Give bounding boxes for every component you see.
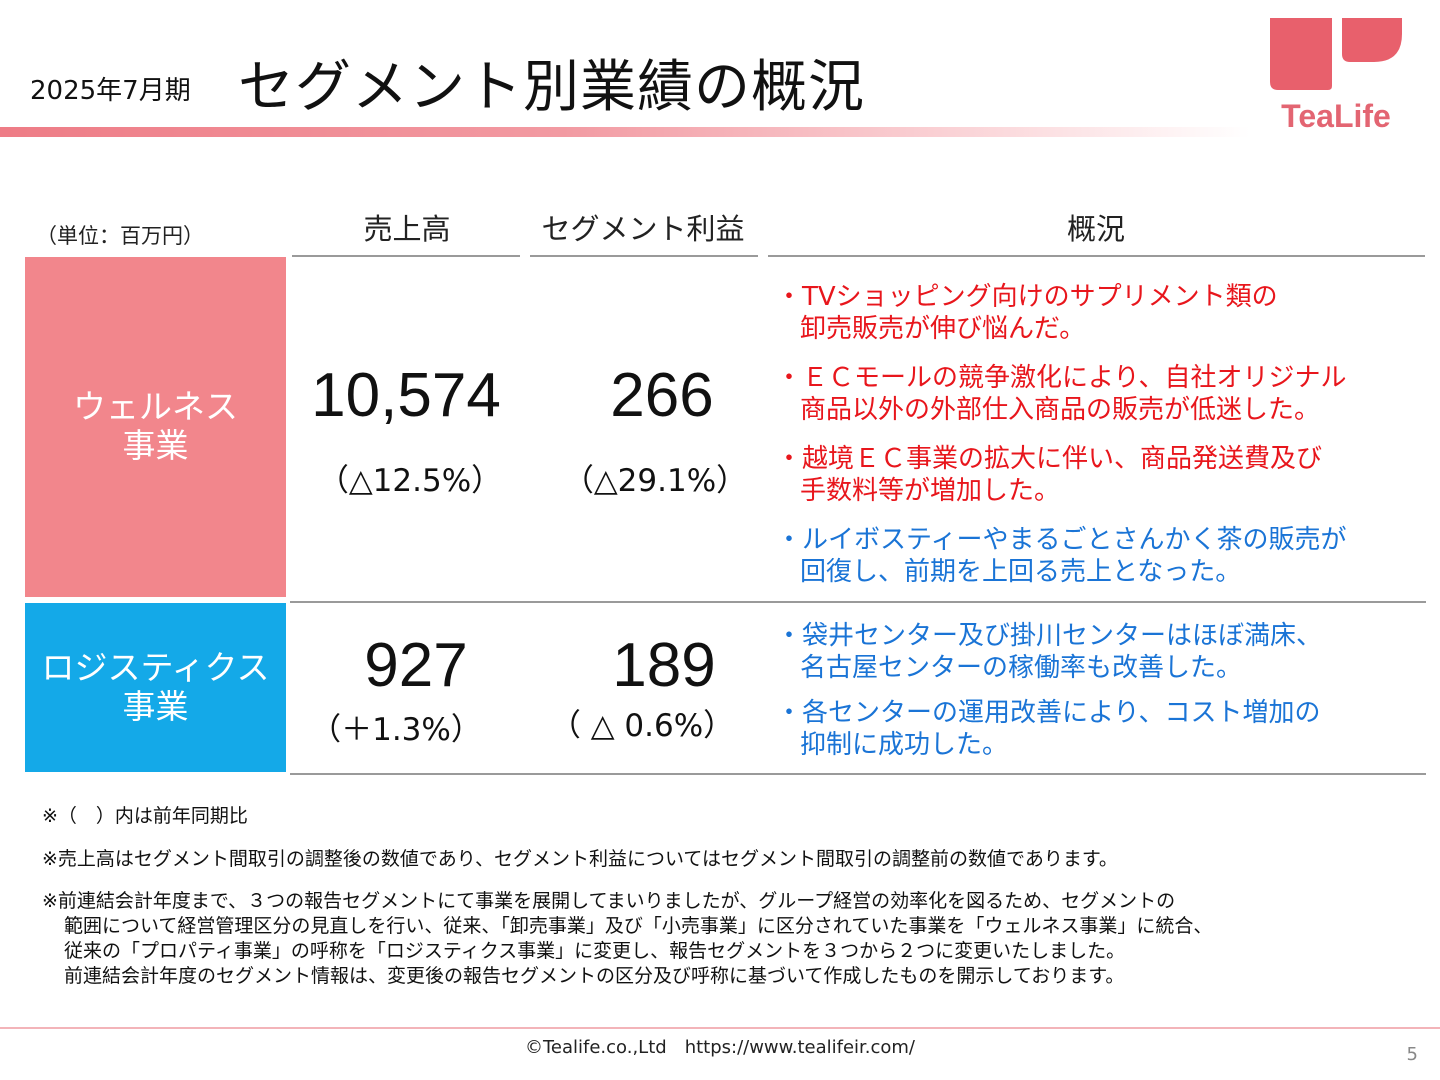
logo-wordmark: TeaLife xyxy=(1281,98,1391,134)
overview-bullet: ・ルイボスティーやまるごとさんかく茶の販売が 回復し、前期を上回る売上となった。 xyxy=(776,524,1346,588)
logistics-profit-change: （ △ 0.6%） xyxy=(549,708,735,744)
bullet-line: 抑制に成功した。 xyxy=(800,730,1009,760)
note-yoy: ※（ ）内は前年同期比 xyxy=(42,805,248,827)
column-header-profit: セグメント利益 xyxy=(541,212,745,246)
logo-mark-icon xyxy=(1270,18,1402,90)
bullet-line: ・TVショッピング向けのサプリメント類の xyxy=(776,282,1278,312)
note-line: 範囲について経営管理区分の見直しを行い、従来、「卸売事業」及び「小売事業」に区分… xyxy=(64,915,1213,937)
column-header-overview: 概況 xyxy=(1066,212,1125,246)
footer-divider xyxy=(0,1027,1440,1029)
note-sales-definition: ※売上高はセグメント間取引の調整後の数値であり、セグメント利益についてはセグメン… xyxy=(42,848,1118,870)
tealife-logo: TeaLife xyxy=(1268,18,1404,134)
wellness-sales-change: （△12.5%） xyxy=(317,463,503,499)
divider xyxy=(530,255,758,257)
segment-name-line2: 事業 xyxy=(122,686,189,726)
divider xyxy=(290,601,1426,603)
bullet-line: ・袋井センター及び掛川センターはほぼ満床、 xyxy=(776,621,1323,651)
period-label: 2025年7月期 xyxy=(30,76,191,106)
divider xyxy=(290,773,1426,775)
segment-name-line2: 事業 xyxy=(122,426,189,465)
bullet-line: 商品以外の外部仕入商品の販売が低迷した。 xyxy=(800,395,1321,425)
bullet-line: ・ルイボスティーやまるごとさんかく茶の販売が xyxy=(776,525,1347,555)
note-line: ※前連結会計年度まで、３つの報告セグメントにて事業を展開してまいりましたが、グル… xyxy=(42,890,1176,912)
column-header-sales: 売上高 xyxy=(363,212,451,246)
overview-bullet: ・TVショッピング向けのサプリメント類の 卸売販売が伸び悩んだ。 xyxy=(776,281,1278,345)
bullet-line: 回復し、前期を上回る売上となった。 xyxy=(800,557,1242,587)
overview-bullet: ・越境ＥＣ事業の拡大に伴い、商品発送費及び 手数料等が増加した。 xyxy=(776,443,1322,507)
wellness-profit-change: （△29.1%） xyxy=(562,463,748,499)
wellness-sales-value: 10,574 xyxy=(311,361,501,430)
note-segment-change: ※前連結会計年度まで、３つの報告セグメントにて事業を展開してまいりましたが、グル… xyxy=(42,889,1212,989)
segment-name-line1: ロジスティクス xyxy=(41,647,270,687)
note-line: 前連結会計年度のセグメント情報は、変更後の報告セグメントの区分及び呼称に基づいて… xyxy=(64,965,1125,987)
logistics-sales-value: 927 xyxy=(364,631,468,700)
footer-copyright: ©Tealife.co.,Ltd https://www.tealifeir.c… xyxy=(524,1037,916,1058)
note-line: 従来の「プロパティ事業」の呼称を「ロジスティクス事業」に変更し、報告セグメントを… xyxy=(64,940,1126,962)
unit-label: （単位：百万円） xyxy=(36,224,204,248)
page-title: セグメント別業績の概況 xyxy=(238,55,865,120)
overview-bullet: ・袋井センター及び掛川センターはほぼ満床、 名古屋センターの稼働率も改善した。 xyxy=(776,620,1322,684)
bullet-line: ・ＥＣモールの競争激化により、自社オリジナル xyxy=(776,363,1347,393)
bullet-line: ・各センターの運用改善により、コスト増加の xyxy=(776,698,1321,728)
header-accent-bar xyxy=(0,127,1250,137)
overview-bullet: ・各センターの運用改善により、コスト増加の 抑制に成功した。 xyxy=(776,697,1320,761)
divider xyxy=(768,255,1425,257)
bullet-line: 名古屋センターの稼働率も改善した。 xyxy=(800,653,1243,683)
page-number: 5 xyxy=(1406,1044,1418,1065)
segment-name-line1: ウェルネス xyxy=(73,387,238,427)
bullet-line: 手数料等が増加した。 xyxy=(800,476,1061,506)
wellness-profit-value: 266 xyxy=(610,361,714,430)
bullet-line: 卸売販売が伸び悩んだ。 xyxy=(800,314,1086,344)
segment-label-wellness: ウェルネス 事業 xyxy=(25,257,286,597)
logistics-sales-change: （＋1.3%） xyxy=(310,712,482,748)
divider xyxy=(292,255,520,257)
segment-label-logistics: ロジスティクス 事業 xyxy=(25,603,286,772)
logistics-profit-value: 189 xyxy=(612,631,716,700)
bullet-line: ・越境ＥＣ事業の拡大に伴い、商品発送費及び xyxy=(776,444,1323,474)
overview-bullet: ・ＥＣモールの競争激化により、自社オリジナル 商品以外の外部仕入商品の販売が低迷… xyxy=(776,362,1346,426)
